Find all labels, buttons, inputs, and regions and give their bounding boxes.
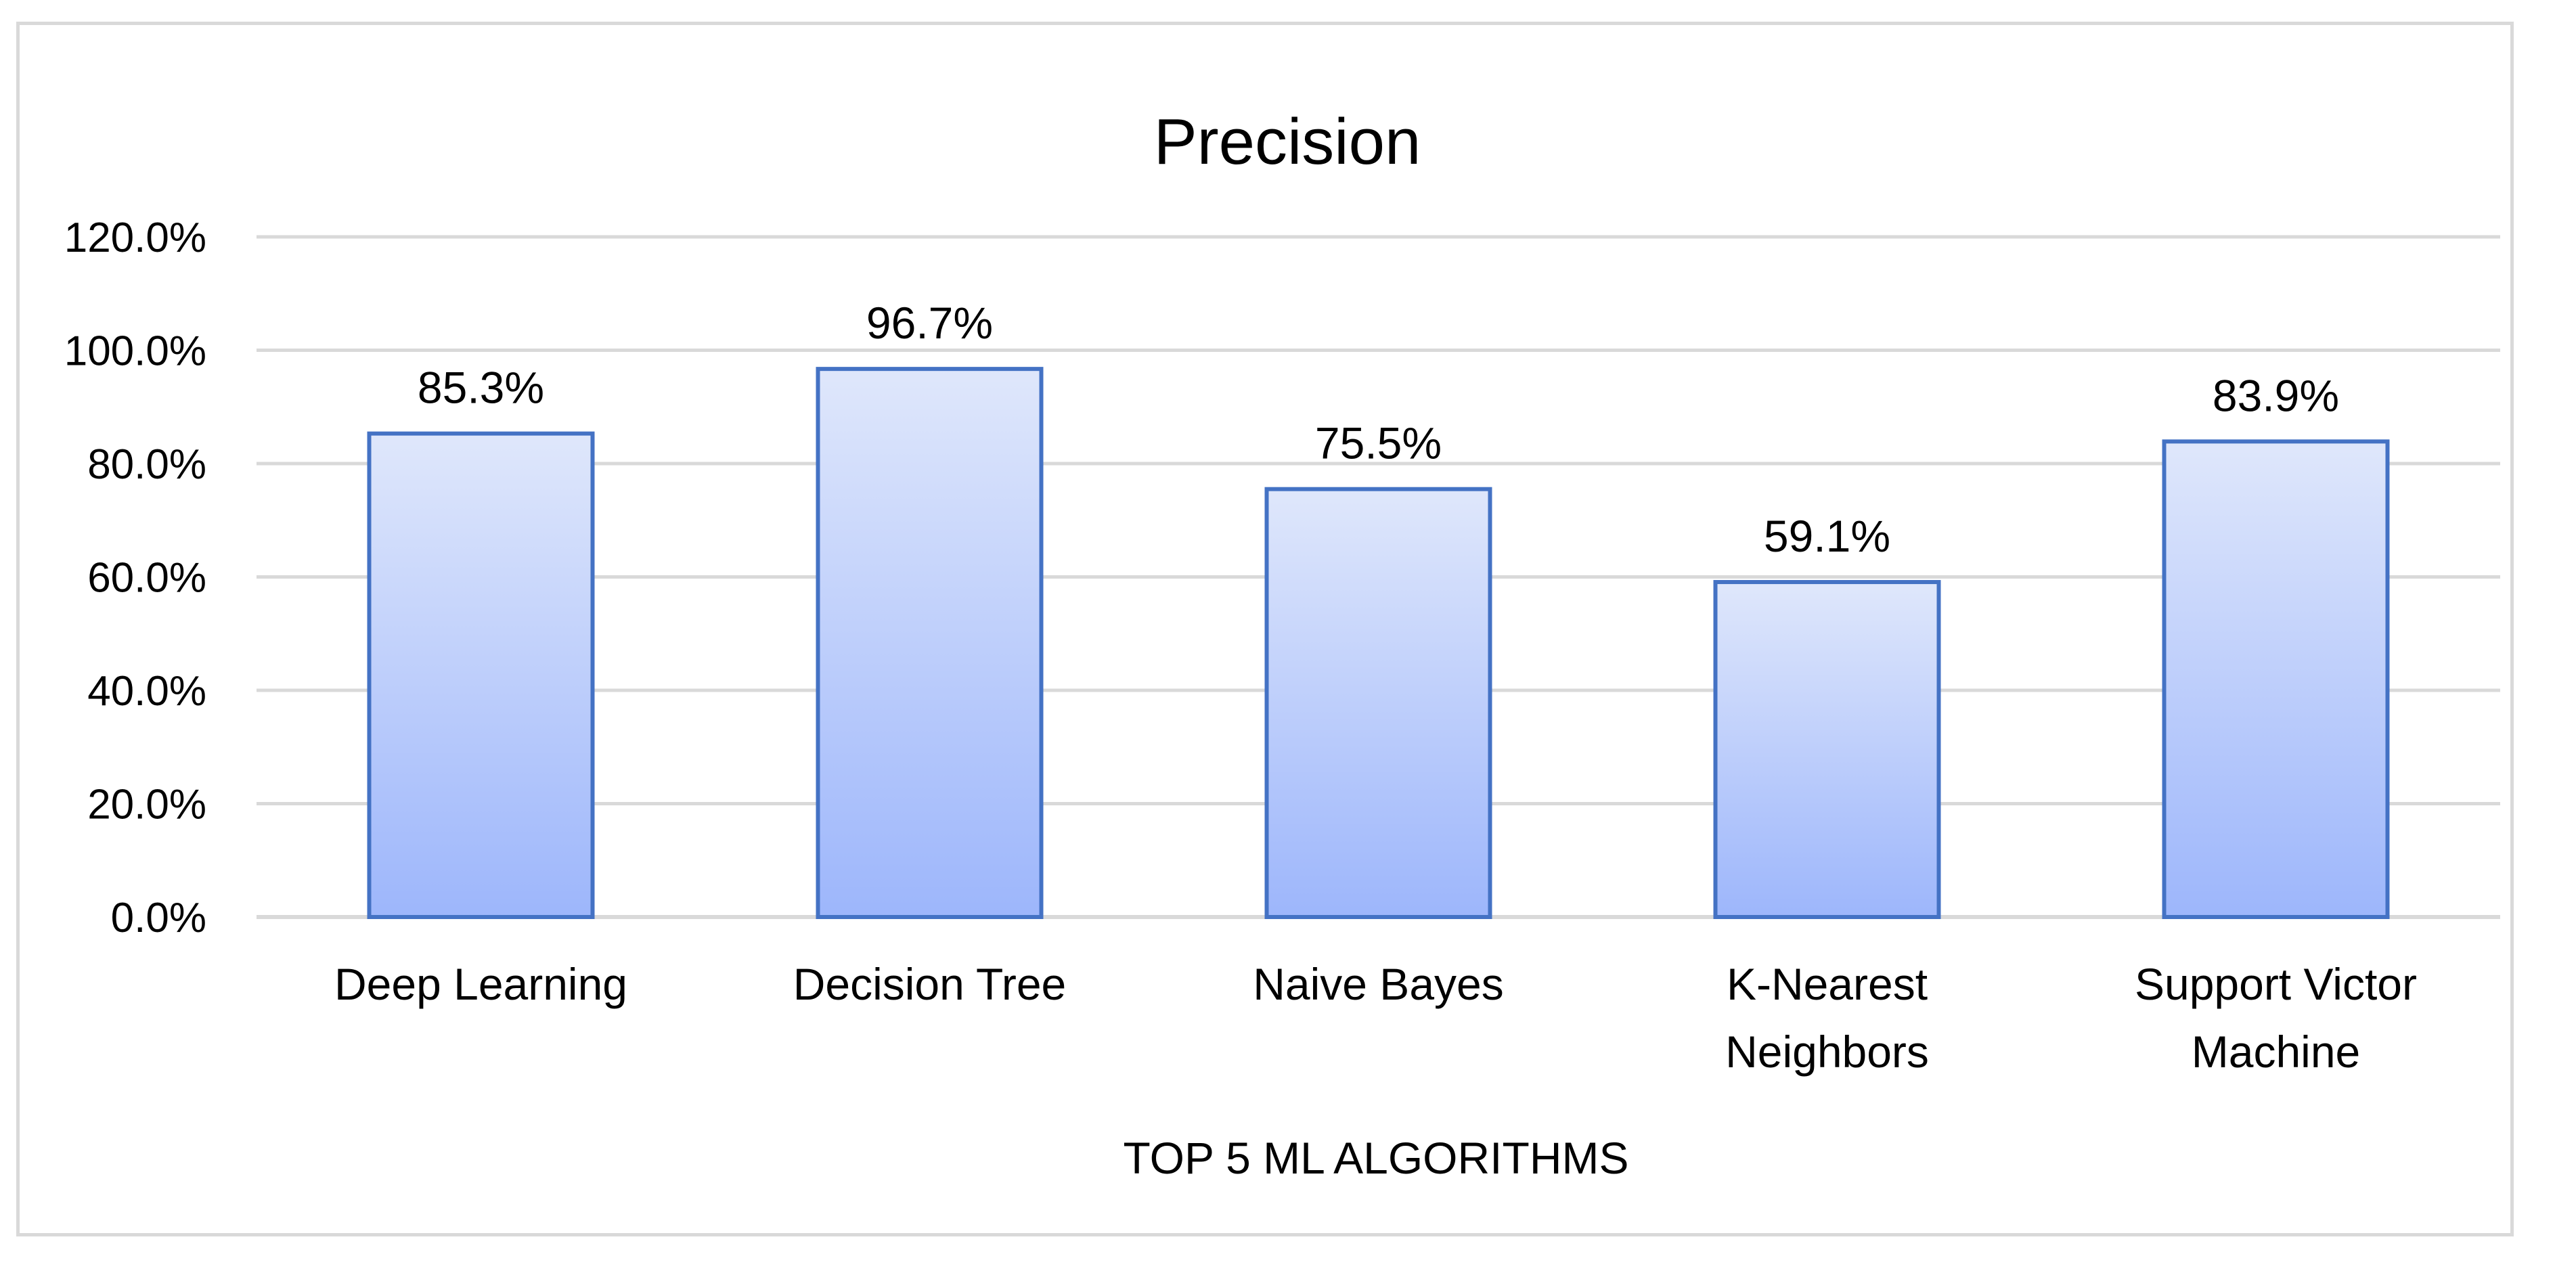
x-axis-title: TOP 5 ML ALGORITHMS	[1124, 1133, 1629, 1183]
data-label: 96.7%	[866, 298, 993, 348]
bars	[367, 367, 2390, 919]
y-tick-label: 100.0%	[64, 328, 206, 375]
x-axis-tick-labels: Deep Learning Decision Tree Naive Bayes K-N…	[334, 959, 2417, 1077]
data-label: 85.3%	[418, 363, 544, 413]
y-tick-label: 60.0%	[87, 555, 206, 602]
gridlines	[257, 235, 2500, 919]
data-label: 59.1%	[1764, 511, 1890, 561]
bar	[816, 367, 1044, 919]
y-tick-label: 40.0%	[87, 668, 206, 715]
y-tick-label: 80.0%	[87, 441, 206, 488]
x-tick-label: Machine	[2192, 1027, 2360, 1077]
x-tick-label: Support Victor	[2135, 959, 2417, 1009]
x-tick-label: Decision Tree	[793, 959, 1067, 1009]
data-labels: 85.3% 96.7% 75.5% 59.1% 83.9%	[418, 298, 2339, 561]
bar	[1713, 580, 1941, 919]
chart-title: Precision	[1154, 106, 1421, 178]
bar	[1264, 487, 1492, 919]
y-axis-tick-labels: 0.0% 20.0% 40.0% 60.0% 80.0% 100.0% 120.0%	[64, 215, 206, 941]
y-tick-label: 120.0%	[64, 215, 206, 261]
x-tick-label: Neighbors	[1725, 1027, 1929, 1077]
y-tick-label: 20.0%	[87, 782, 206, 828]
chart-frame: 85.3% 96.7% 75.5% 59.1% 83.9% 0.0% 20.0% 40.0%…	[16, 22, 2514, 1236]
x-tick-label: K-Nearest	[1727, 959, 1928, 1009]
bar	[2162, 439, 2390, 919]
bar	[367, 431, 595, 919]
y-tick-label: 0.0%	[111, 895, 206, 941]
x-tick-label: Naive Bayes	[1253, 959, 1504, 1009]
data-label: 83.9%	[2213, 370, 2339, 420]
x-tick-label: Deep Learning	[334, 959, 627, 1009]
precision-bar-chart: 85.3% 96.7% 75.5% 59.1% 83.9% 0.0% 20.0% 40.0%…	[64, 106, 2500, 1183]
data-label: 75.5%	[1315, 418, 1442, 468]
